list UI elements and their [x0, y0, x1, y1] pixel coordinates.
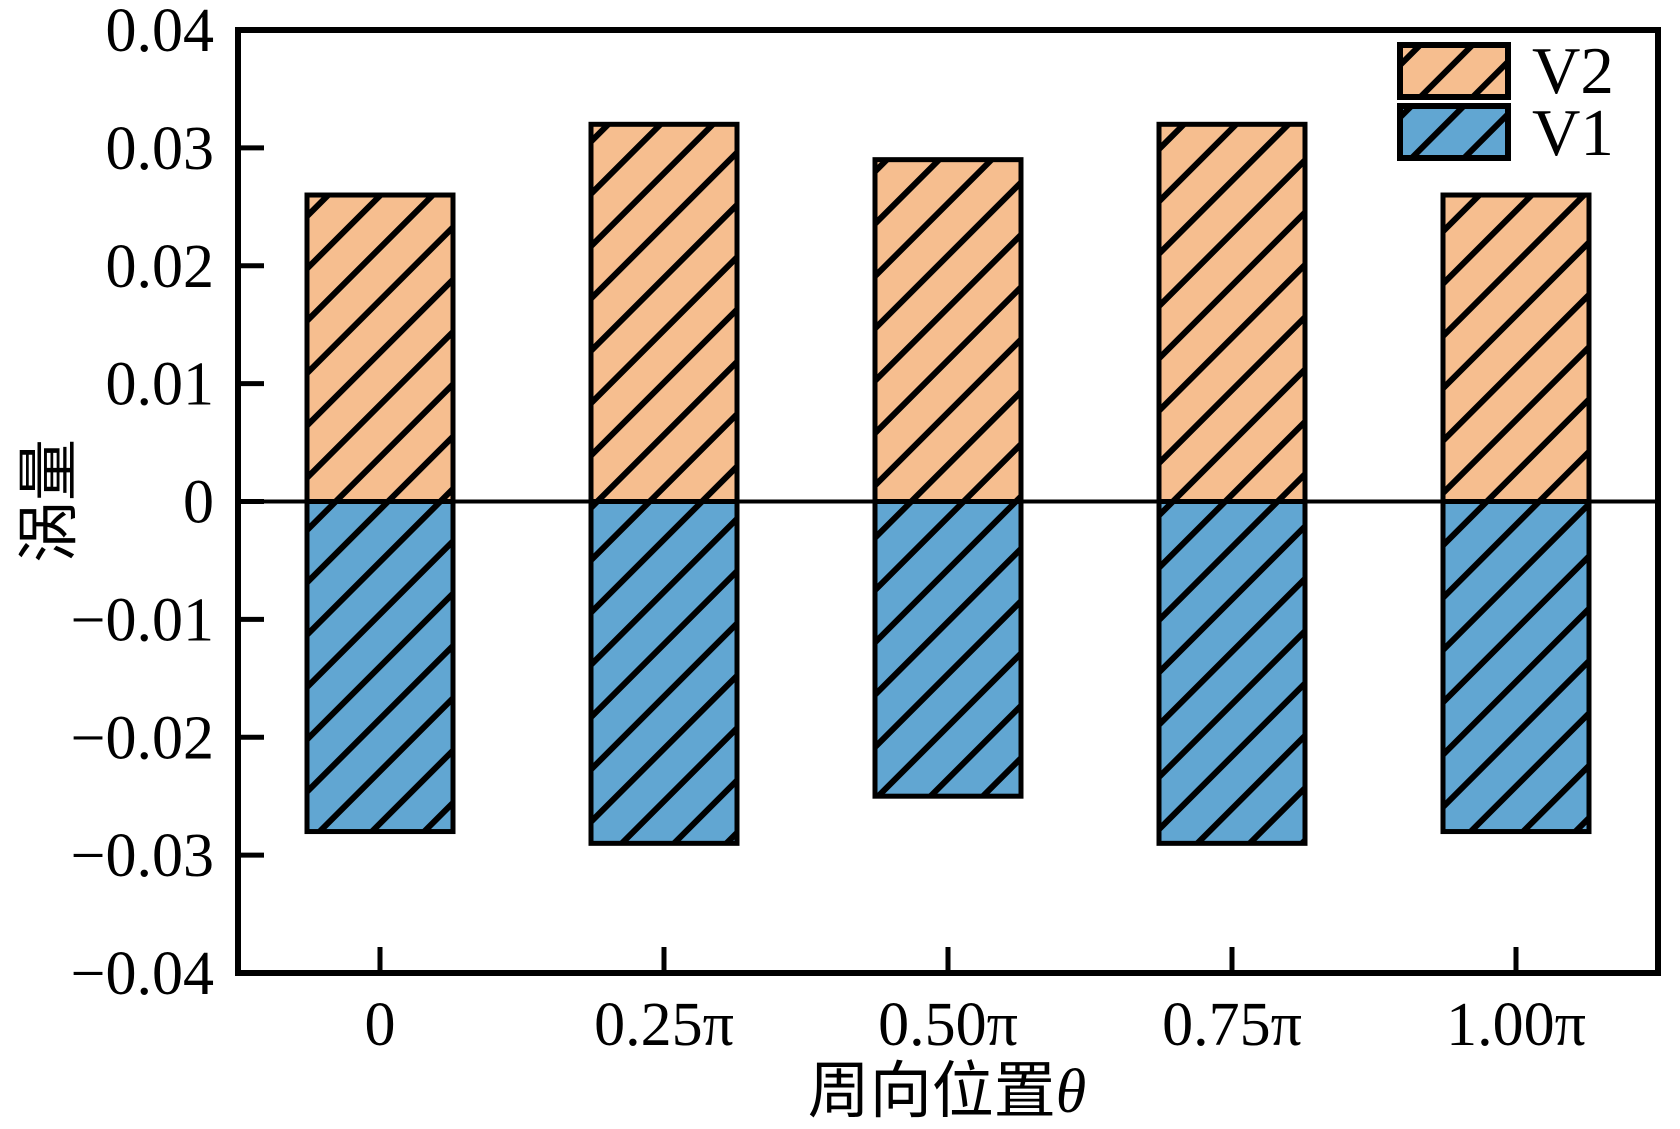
legend-swatch-v1: [1397, 103, 1511, 161]
y-tick-label: −0.03: [71, 822, 214, 890]
bar-v1-0.25π: [588, 499, 740, 846]
legend-label-v2: V2: [1532, 34, 1614, 108]
bars-layer: [304, 121, 1592, 846]
y-axis-title: 涡量: [16, 439, 84, 563]
x-tick-label: 0.50π: [878, 991, 1018, 1059]
x-tick-label: 1.00π: [1446, 991, 1586, 1059]
tick-labels-layer: 0.04 0.03 0.02 0.01 0 −0.01 −0.02 −0.03 −0.04 0 0.…: [71, 0, 1586, 1059]
y-tick-label: 0.02: [106, 233, 215, 301]
y-tick-label: 0.01: [106, 351, 215, 419]
x-tick-label: 0.75π: [1162, 991, 1302, 1059]
bar-v2-0.50π: [872, 157, 1024, 504]
y-tick-label: 0.03: [106, 115, 215, 183]
y-tick-label: 0.04: [106, 0, 215, 65]
x-tick-label: 0: [365, 991, 396, 1059]
x-tick-label: 0.25π: [594, 991, 734, 1059]
bar-v2-1.00π: [1440, 192, 1592, 504]
legend-label-v1: V1: [1532, 96, 1614, 170]
y-tick-label: −0.01: [71, 586, 214, 654]
axes-layer: [235, 27, 1661, 976]
bar-v2-0: [304, 192, 456, 504]
y-tick-label: −0.02: [71, 704, 214, 772]
y-tick-label: 0: [183, 469, 214, 537]
bar-v1-0.50π: [872, 499, 1024, 799]
x-axis-title: 周向位置θ: [808, 1058, 1086, 1126]
bar-v1-1.00π: [1440, 499, 1592, 835]
y-tick-label: −0.04: [71, 940, 214, 1008]
legend-swatch-v2: [1397, 42, 1511, 100]
bar-v2-0.75π: [1156, 121, 1308, 505]
bar-v1-0.75π: [1156, 499, 1308, 846]
bar-v2-0.25π: [588, 121, 740, 505]
bar-v1-0: [304, 499, 456, 835]
legend: V2 V1: [1397, 34, 1614, 170]
